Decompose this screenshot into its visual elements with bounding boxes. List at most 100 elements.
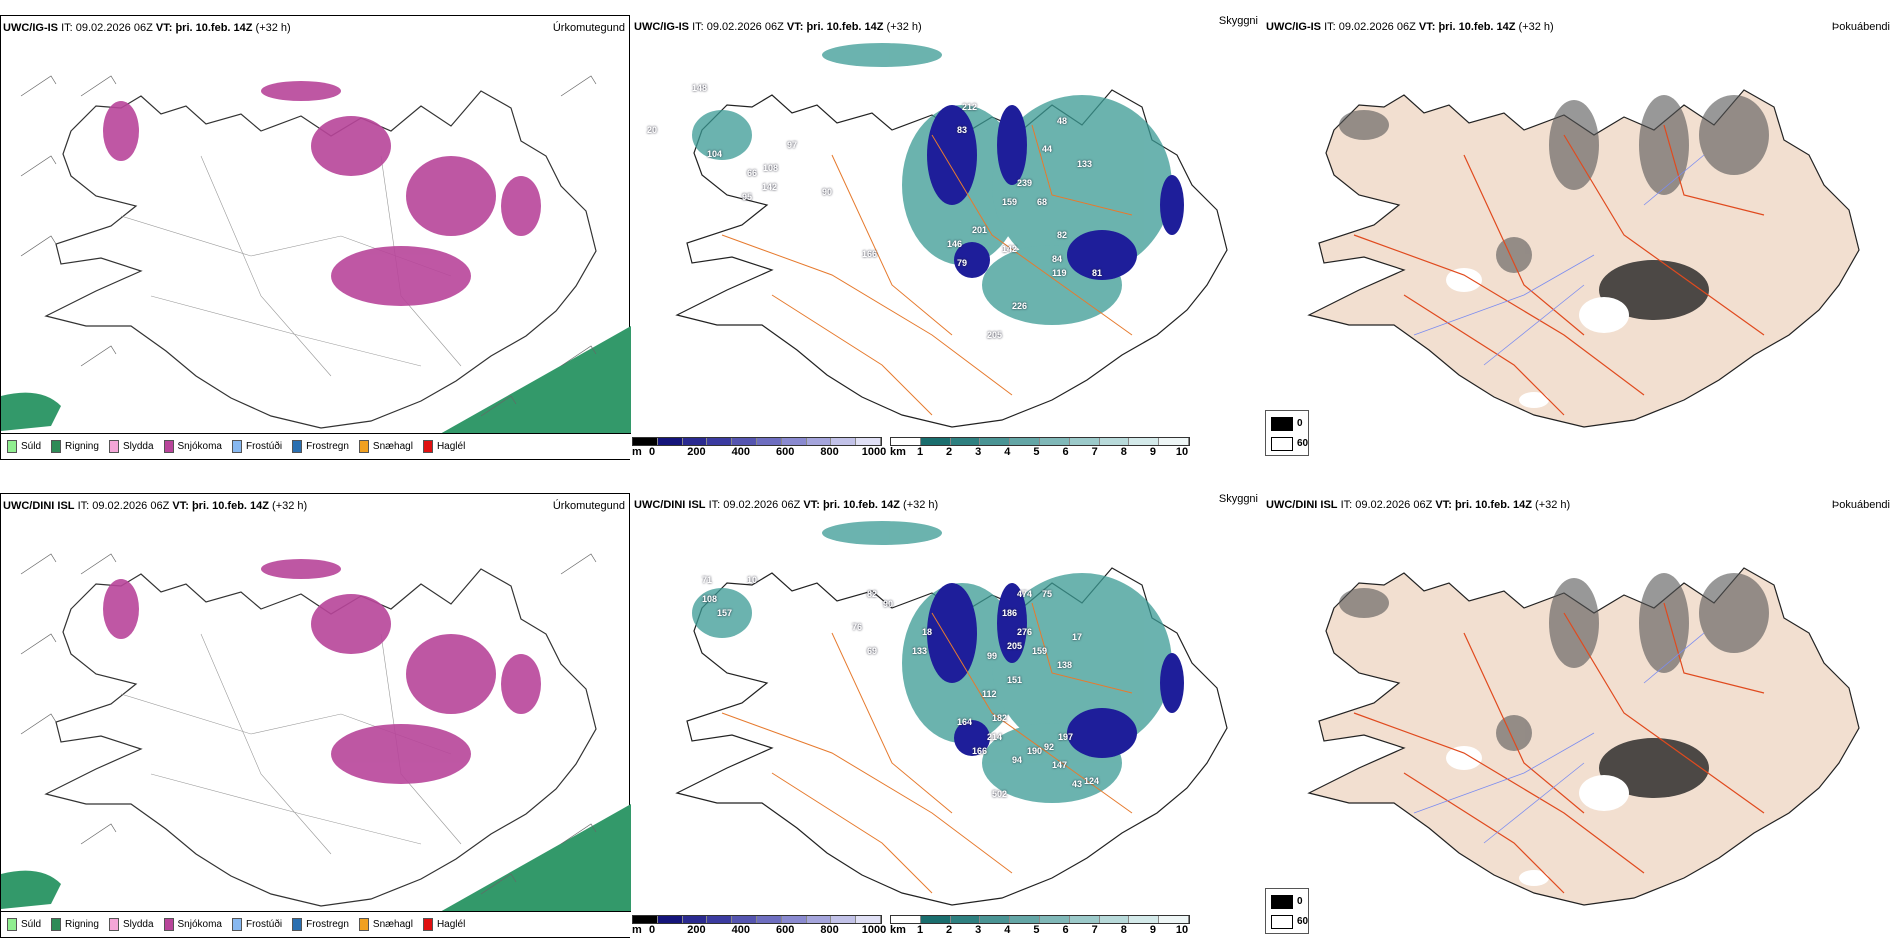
cloudbase-value-label: 82	[867, 589, 878, 599]
cloudbase-value-label: 239	[1017, 177, 1033, 188]
header-model: UWC/IG-IS	[3, 22, 58, 34]
cloudbase-value-label: 164	[957, 717, 973, 728]
precip-legend: Súld Rigning Slydda Snjókoma Frostúði Frostre…	[1, 433, 631, 459]
legend-item: Frostregn	[292, 440, 349, 453]
cloudbase-value-label: 157	[717, 608, 733, 618]
cloudbase-value-label: 142	[1002, 244, 1018, 254]
legend-swatch	[51, 440, 62, 453]
header-model: UWC/IG-IS	[634, 21, 689, 33]
cloudbase-value-label: 133	[912, 646, 928, 656]
colorbar-step	[1039, 438, 1070, 445]
cloudbase-value-label: 68	[1037, 196, 1048, 207]
cloudbase-value-label: 66	[747, 168, 758, 178]
cloudbase-value-label: 95	[742, 191, 753, 202]
cloudbase-value-label: 44	[1042, 144, 1053, 155]
roads	[721, 602, 1133, 894]
legend-label: Haglél	[436, 919, 466, 930]
snow-areas	[103, 559, 541, 784]
precip-map	[1, 553, 631, 934]
cloudbase-value-label: 182	[992, 712, 1008, 723]
colorbar-step	[781, 438, 807, 445]
colorbar-step	[1010, 438, 1040, 445]
header-it: 09.02.2026 06Z	[706, 21, 784, 33]
legend-label: Snæhagl	[372, 441, 413, 452]
colorbar-tick: 800	[820, 924, 839, 936]
colorbar-step	[806, 438, 832, 445]
colorbar-tick: 5	[1033, 446, 1040, 458]
cloudbase-value-label: 214	[987, 731, 1003, 742]
colorbar-tick: 6	[1062, 924, 1069, 936]
cloudbase-value-label: 75	[1042, 589, 1053, 599]
dew-point-panel: UWC/DINI ISL IT: 09.02.2026 06Z VT: þri.…	[1264, 493, 1894, 938]
dew-map	[1264, 35, 1894, 455]
legend-item: Frostúði	[231, 440, 282, 453]
cloudbase-value-label: 108	[763, 163, 779, 174]
panel-header: UWC/IG-IS IT: 09.02.2026 06Z VT: þri. 10…	[634, 21, 922, 33]
legend-swatch	[422, 918, 433, 931]
colorbar-tick: 1	[916, 446, 924, 458]
header-vt: þri. 10.feb. 14Z	[175, 22, 253, 34]
legend-item: Frostregn	[292, 918, 349, 931]
cloudbase-value-label: 142	[762, 182, 778, 193]
header-it: 09.02.2026 06Z	[1355, 499, 1433, 511]
colorbar-tick: 5	[1033, 924, 1040, 936]
colorbar-unit: km	[890, 446, 906, 458]
legend-swatch	[7, 918, 17, 931]
legend-swatch	[108, 918, 119, 931]
cloudbase-value-label: 84	[1052, 253, 1063, 264]
rivers	[1413, 632, 1705, 844]
header-vt-label: VT:	[172, 500, 189, 512]
colorbar-step	[633, 438, 658, 445]
cloudbase-value-label: 17	[1072, 631, 1083, 642]
legend-label: Snæhagl	[372, 919, 413, 930]
colorbar-tick: 8	[1120, 446, 1127, 458]
legend-label: Snjókoma	[177, 441, 222, 452]
header-vt-label: VT:	[1435, 499, 1452, 511]
panel-header: UWC/DINI ISL IT: 09.02.2026 06Z VT: þri.…	[3, 500, 307, 512]
cloudbase-value-label: 474	[1017, 589, 1033, 599]
colorbar-tick: 200	[687, 924, 706, 936]
colorbar-step	[1129, 916, 1160, 923]
roads	[721, 124, 1133, 416]
header-lead: (+32 h)	[272, 500, 308, 512]
legend-item: Slydda	[108, 918, 154, 931]
colorbar-tick: 0	[648, 924, 656, 936]
header-it-label: IT:	[692, 21, 704, 33]
header-model: UWC/IG-IS	[1266, 21, 1321, 33]
colorbar-tick: 9	[1149, 924, 1156, 936]
dew-point-panel: UWC/IG-IS IT: 09.02.2026 06Z VT: þri. 10…	[1264, 15, 1894, 460]
cloudbase-value-label: 197	[1058, 731, 1074, 742]
cloudbase-value-label: 81	[1092, 267, 1103, 278]
cloudbase-value-label: 159	[1002, 196, 1018, 207]
low-cloudbase-areas	[927, 583, 1184, 758]
roads	[1353, 602, 1765, 894]
cloudbase-value-label: 212	[962, 101, 978, 112]
cloud-map	[632, 43, 1262, 455]
cloudbase-value-label: 186	[1002, 608, 1018, 618]
legend-label: Frostregn	[306, 441, 349, 452]
legend-label: Frostregn	[306, 919, 349, 930]
header-vt: þri. 10.feb. 14Z	[1438, 21, 1516, 33]
precip-type-panel: UWC/IG-IS IT: 09.02.2026 06Z VT: þri. 10…	[0, 15, 631, 460]
colorbar-step	[732, 916, 757, 923]
header-it-label: IT:	[77, 500, 90, 512]
cloudbase-value-label: 79	[957, 258, 968, 269]
cloudbase-value-label: 151	[1007, 674, 1023, 685]
colorbar-step	[980, 916, 1011, 923]
cloudbase-value-label: 108	[702, 593, 718, 604]
cloudbase-colorbar: m 0 200 400 600 800 1000	[632, 437, 886, 458]
legend-item: Rigning	[51, 440, 99, 453]
header-vt: þri. 10.feb. 14Z	[806, 21, 884, 33]
cloudbase-value-label: 83	[957, 125, 968, 136]
cloudbase-value-label: 18	[922, 627, 933, 637]
header-it: 09.02.2026 06Z	[75, 22, 153, 34]
legend-swatch	[7, 440, 17, 453]
header-vt-label: VT:	[1418, 21, 1436, 33]
cloudbase-value-label: 90	[822, 187, 833, 197]
glaciers	[1446, 746, 1629, 886]
low-cloudbase-areas	[927, 105, 1184, 280]
colorbar-tick: 0	[648, 446, 656, 458]
header-vt: þri. 10.feb. 14Z	[822, 499, 900, 511]
legend-item: Snjókoma	[163, 918, 222, 931]
colorbar-tick: 1000	[861, 924, 887, 936]
